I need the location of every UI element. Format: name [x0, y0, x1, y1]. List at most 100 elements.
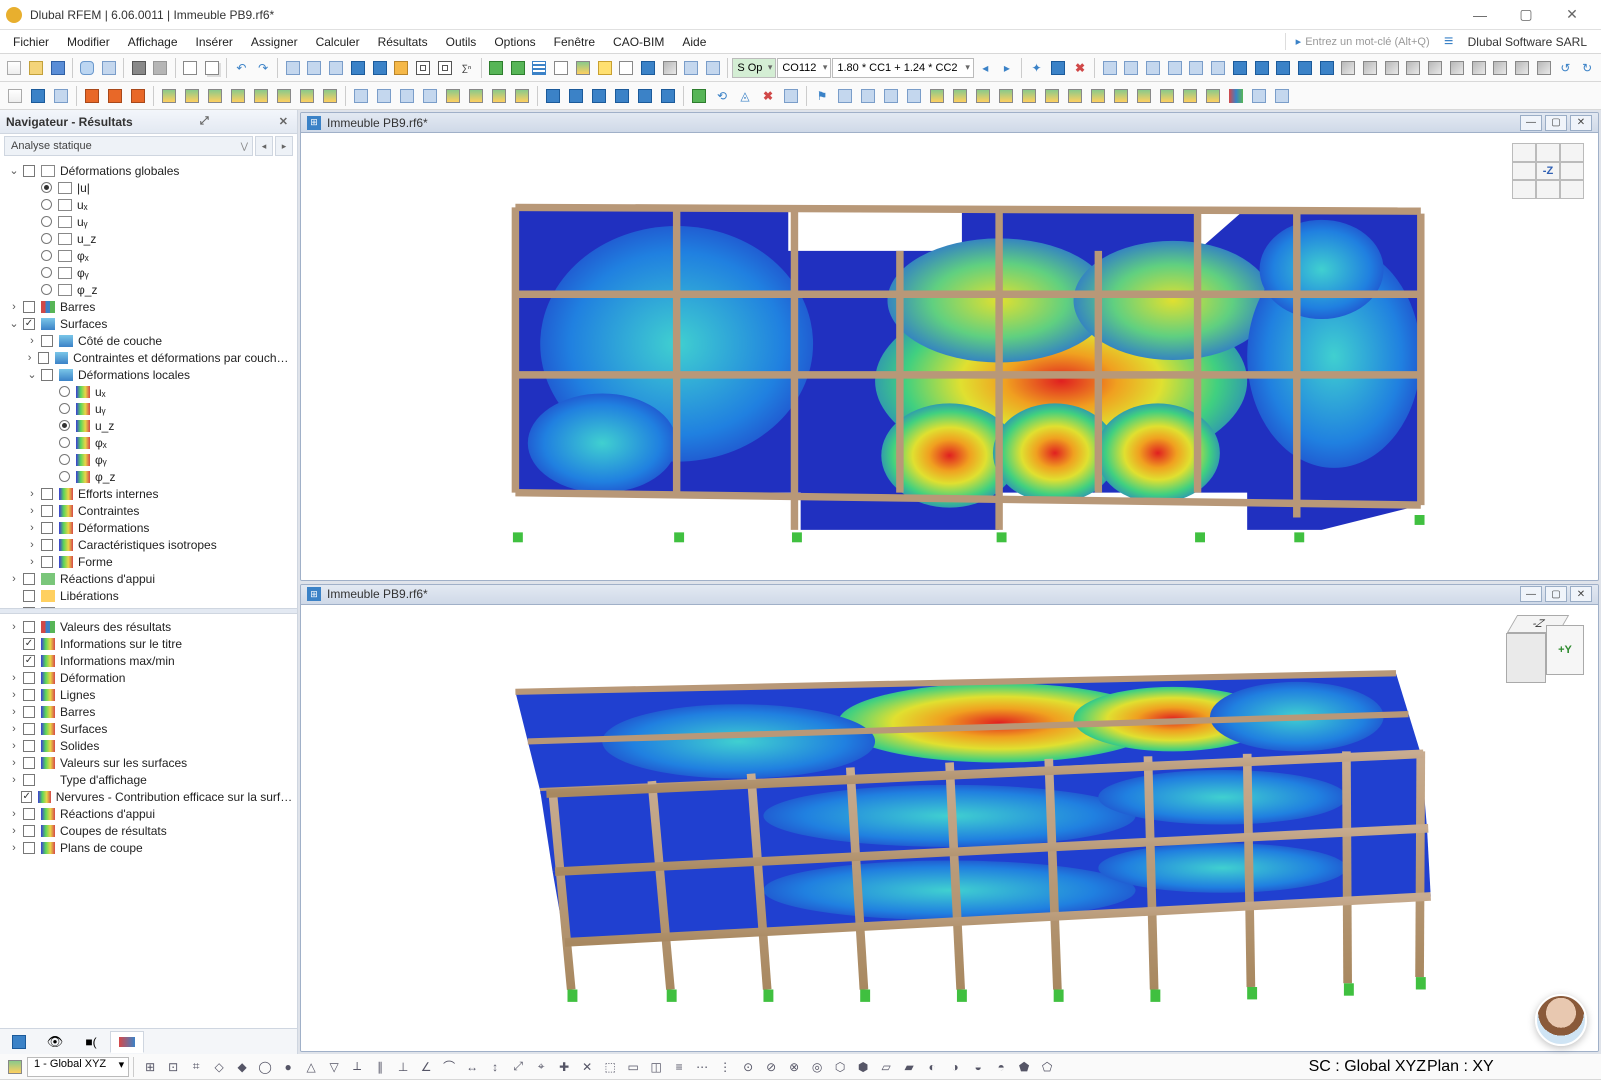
toolbar-btn-a9[interactable]: ∑ⁿ: [456, 57, 477, 79]
toolbar-btn-d7[interactable]: [1230, 57, 1251, 79]
snap-button[interactable]: ⬡: [829, 1056, 851, 1078]
menu-assigner[interactable]: Assigner: [242, 31, 307, 53]
tb2-btn[interactable]: ◬: [734, 85, 756, 107]
snap-button[interactable]: ⊞: [139, 1056, 161, 1078]
toolbar-btn-a6[interactable]: [391, 57, 412, 79]
snap-button[interactable]: ◆: [231, 1056, 253, 1078]
save-button[interactable]: [47, 57, 68, 79]
print-button[interactable]: [128, 57, 149, 79]
snap-button[interactable]: ⊥: [392, 1056, 414, 1078]
tree-item[interactable]: ›Déformations: [0, 519, 297, 536]
tree-item[interactable]: Libérations: [0, 587, 297, 604]
tb2-btn[interactable]: [81, 85, 103, 107]
toolbar-btn-a2[interactable]: [304, 57, 325, 79]
tree-item[interactable]: ›Efforts internes: [0, 485, 297, 502]
tree-item[interactable]: u_z: [0, 417, 297, 434]
print-preview-button[interactable]: [150, 57, 171, 79]
toolbar-btn-d12[interactable]: [1338, 57, 1359, 79]
tb2-btn[interactable]: [1041, 85, 1063, 107]
sop-combo[interactable]: S Op: [732, 58, 776, 78]
toolbar-btn-d22[interactable]: ↺: [1555, 57, 1576, 79]
tree-item[interactable]: uᵧ: [0, 400, 297, 417]
toolbar-btn-d23[interactable]: ↻: [1577, 57, 1598, 79]
menu-fichier[interactable]: Fichier: [4, 31, 58, 53]
tree-item[interactable]: φₓ: [0, 434, 297, 451]
tb2-btn[interactable]: [634, 85, 656, 107]
toolbar-btn-d20[interactable]: [1512, 57, 1533, 79]
tb2-btn[interactable]: [158, 85, 180, 107]
tb2-btn[interactable]: [1271, 85, 1293, 107]
tb2-btn[interactable]: [565, 85, 587, 107]
window-close-button[interactable]: ✕: [1549, 0, 1595, 30]
tb2-btn[interactable]: [949, 85, 971, 107]
tb2-btn[interactable]: [50, 85, 72, 107]
snap-button[interactable]: ▱: [875, 1056, 897, 1078]
tree-item[interactable]: ›Solides: [0, 737, 297, 754]
report-button[interactable]: [180, 57, 201, 79]
tb2-btn[interactable]: [442, 85, 464, 107]
snap-button[interactable]: ◯: [254, 1056, 276, 1078]
toolbar-btn-b2[interactable]: [507, 57, 528, 79]
window-minimize-button[interactable]: —: [1457, 0, 1503, 30]
toolbar-btn-b4[interactable]: [551, 57, 572, 79]
toolbar-btn-d18[interactable]: [1468, 57, 1489, 79]
view-cube-bottom[interactable]: -Z +Y: [1506, 615, 1584, 701]
search-dropdown-icon[interactable]: ≡: [1440, 33, 1458, 51]
menu-options[interactable]: Options: [485, 31, 544, 53]
tree-item[interactable]: ›Valeurs sur les surfaces: [0, 754, 297, 771]
tb2-btn[interactable]: [588, 85, 610, 107]
tree-item[interactable]: ›Barres: [0, 703, 297, 720]
nav-tab-results[interactable]: [110, 1031, 144, 1053]
snap-button[interactable]: ⌖: [530, 1056, 552, 1078]
snap-button[interactable]: ⋯: [691, 1056, 713, 1078]
tree-item[interactable]: ›Barres: [0, 298, 297, 315]
tb2-btn[interactable]: [511, 85, 533, 107]
tb2-btn[interactable]: [350, 85, 372, 107]
tree-item[interactable]: ›Contraintes et déformations par couches…: [0, 349, 297, 366]
tree-item[interactable]: ⌄Surfaces: [0, 315, 297, 332]
viewport-maximize-button[interactable]: ▢: [1545, 586, 1567, 602]
tree-item[interactable]: u_z: [0, 230, 297, 247]
snap-button[interactable]: ⤢: [507, 1056, 529, 1078]
snap-button[interactable]: ⬟: [1013, 1056, 1035, 1078]
snap-button[interactable]: ⬚: [599, 1056, 621, 1078]
tree-item[interactable]: |u|: [0, 179, 297, 196]
tb2-btn[interactable]: [1064, 85, 1086, 107]
workplane-combo[interactable]: 1 - Global XYZ▾: [27, 1057, 129, 1077]
snap-button[interactable]: ∥: [369, 1056, 391, 1078]
toolbar-btn-b6[interactable]: [594, 57, 615, 79]
toolbar-btn-b10[interactable]: [681, 57, 702, 79]
snap-button[interactable]: ⌒: [438, 1056, 460, 1078]
menu-inserer[interactable]: Insérer: [187, 31, 242, 53]
navigator-close-button[interactable]: ✕: [276, 115, 291, 128]
tb2-btn[interactable]: [780, 85, 802, 107]
snap-button[interactable]: ◓: [990, 1056, 1012, 1078]
tb2-btn[interactable]: [1018, 85, 1040, 107]
toolbar-btn-d21[interactable]: [1533, 57, 1554, 79]
tb2-btn[interactable]: [419, 85, 441, 107]
new-button[interactable]: [4, 57, 25, 79]
toolbar-btn-d13[interactable]: [1360, 57, 1381, 79]
snap-button[interactable]: ●: [277, 1056, 299, 1078]
toolbar-btn-b3[interactable]: [529, 57, 550, 79]
tb2-btn[interactable]: [611, 85, 633, 107]
toolbar-btn-d4[interactable]: [1164, 57, 1185, 79]
tree-item[interactable]: ›Côté de couche: [0, 332, 297, 349]
tree-item[interactable]: φᵧ: [0, 451, 297, 468]
toolbar-btn-c2[interactable]: [1048, 57, 1069, 79]
case-next-button[interactable]: ▸: [997, 57, 1018, 79]
menu-calculer[interactable]: Calculer: [307, 31, 369, 53]
tree-item[interactable]: Informations max/min: [0, 652, 297, 669]
toolbar-btn-b11[interactable]: [703, 57, 724, 79]
toolbar-btn-d3[interactable]: [1143, 57, 1164, 79]
snap-button[interactable]: ✕: [576, 1056, 598, 1078]
toolbar-btn-b1[interactable]: [486, 57, 507, 79]
snap-button[interactable]: ↔: [461, 1056, 483, 1078]
tree-item[interactable]: ›Réactions d'appui: [0, 570, 297, 587]
tb2-btn[interactable]: [880, 85, 902, 107]
tree-item[interactable]: ›Caractéristiques isotropes: [0, 536, 297, 553]
nav-tab-camera[interactable]: ■(: [74, 1031, 108, 1053]
snap-button[interactable]: ⊗: [783, 1056, 805, 1078]
toolbar-btn-b7[interactable]: [616, 57, 637, 79]
toolbar-btn-d5[interactable]: [1186, 57, 1207, 79]
